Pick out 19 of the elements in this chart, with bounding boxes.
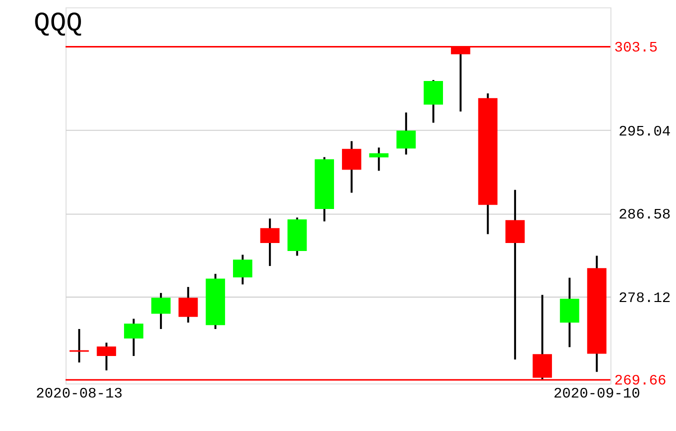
x-tick-label: 2020-08-13 <box>36 386 123 402</box>
candlestick <box>233 254 252 286</box>
candlestick <box>396 112 416 156</box>
y-tick-label: 278.12 <box>618 290 671 307</box>
ref-line-label: 303.5 <box>614 40 658 57</box>
candlestick <box>424 79 443 124</box>
chart-title: QQQ <box>34 9 82 40</box>
y-tick-label: 286.58 <box>618 208 671 224</box>
y-tick-label: 295.04 <box>618 124 671 140</box>
candlestick <box>124 318 144 357</box>
candlestick <box>96 342 116 372</box>
candlestick <box>560 276 580 348</box>
candlestick <box>260 218 280 267</box>
x-tick-label: 2020-09-10 <box>553 386 640 402</box>
candlestick <box>505 188 525 360</box>
candlestick <box>342 140 362 194</box>
candlestick <box>178 286 198 324</box>
candlestick <box>151 292 171 330</box>
candlestick <box>369 146 389 172</box>
